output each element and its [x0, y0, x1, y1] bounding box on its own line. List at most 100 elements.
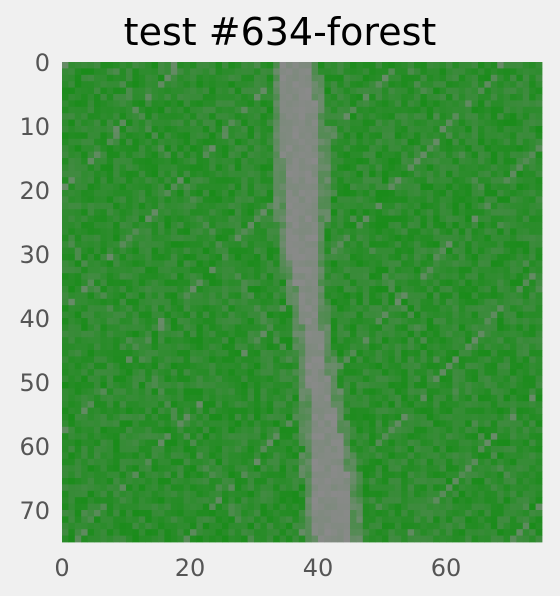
heatmap-cell	[343, 350, 351, 357]
heatmap-cell	[362, 170, 370, 178]
heatmap-cell	[337, 324, 344, 332]
heatmap-cell	[183, 241, 191, 248]
heatmap-cell	[337, 433, 344, 440]
heatmap-cell	[74, 484, 82, 492]
heatmap-cell	[522, 100, 530, 108]
heatmap-cell	[177, 74, 184, 82]
heatmap-cell	[401, 286, 408, 293]
heatmap-cell	[177, 113, 184, 120]
heatmap-cell	[446, 356, 453, 364]
heatmap-cell	[279, 266, 287, 274]
heatmap-cell	[497, 132, 504, 140]
heatmap-cell	[266, 126, 274, 133]
heatmap-cell	[209, 394, 216, 402]
heatmap-cell	[138, 215, 146, 223]
heatmap-cell	[420, 337, 428, 344]
heatmap-cell	[138, 119, 146, 127]
heatmap-cell	[388, 260, 396, 268]
heatmap-cell	[330, 247, 338, 255]
heatmap-cell	[516, 62, 524, 69]
heatmap-cell	[68, 292, 76, 300]
heatmap-cell	[113, 234, 120, 242]
heatmap-cell	[490, 170, 498, 178]
heatmap-cell	[439, 100, 447, 108]
heatmap-cell	[375, 439, 383, 447]
heatmap-cell	[350, 369, 357, 376]
heatmap-cell	[87, 254, 95, 261]
heatmap-cell	[94, 209, 101, 216]
heatmap-cell	[209, 305, 216, 312]
heatmap-cell	[414, 202, 421, 210]
heatmap-cell	[458, 471, 466, 479]
heatmap-cell	[87, 279, 95, 287]
heatmap-cell	[510, 401, 517, 408]
heatmap-cell	[311, 362, 319, 370]
heatmap-cell	[190, 458, 197, 466]
heatmap-cell	[465, 439, 472, 447]
heatmap-cell	[375, 286, 383, 293]
heatmap-cell	[433, 177, 440, 184]
heatmap-cell	[279, 126, 287, 133]
heatmap-cell	[132, 426, 140, 434]
heatmap-cell	[196, 164, 204, 172]
heatmap-cell	[420, 164, 428, 172]
heatmap-cell	[106, 439, 114, 447]
heatmap-cell	[183, 465, 191, 472]
heatmap-cell	[62, 362, 69, 370]
heatmap-cell	[266, 87, 274, 95]
heatmap-cell	[126, 318, 133, 325]
heatmap-cell	[145, 215, 152, 223]
heatmap-cell	[343, 126, 351, 133]
heatmap-cell	[535, 100, 543, 108]
heatmap-cell	[196, 446, 204, 453]
heatmap-cell	[138, 202, 146, 210]
heatmap-cell	[529, 478, 536, 485]
heatmap-cell	[362, 254, 370, 261]
heatmap-cell	[529, 113, 536, 120]
heatmap-cell	[337, 126, 344, 133]
heatmap-cell	[279, 465, 287, 472]
heatmap-cell	[138, 439, 146, 447]
heatmap-cell	[273, 446, 280, 453]
heatmap-cell	[87, 170, 95, 178]
heatmap-cell	[260, 164, 268, 172]
heatmap-cell	[497, 279, 504, 287]
heatmap-cell	[324, 126, 332, 133]
heatmap-cell	[497, 330, 504, 338]
heatmap-cell	[266, 458, 274, 466]
heatmap-cell	[529, 420, 536, 428]
heatmap-cell	[183, 337, 191, 344]
heatmap-cell	[241, 138, 248, 146]
heatmap-cell	[87, 369, 95, 376]
heatmap-cell	[158, 247, 165, 255]
heatmap-cell	[465, 414, 472, 421]
heatmap-cell	[439, 458, 447, 466]
heatmap-cell	[81, 202, 88, 210]
heatmap-cell	[94, 74, 101, 82]
heatmap-cell	[158, 170, 165, 178]
heatmap-cell	[145, 452, 152, 460]
heatmap-cell	[394, 196, 402, 204]
heatmap-cell	[228, 433, 236, 440]
heatmap-cell	[164, 478, 172, 485]
heatmap-cell	[164, 394, 172, 402]
heatmap-cell	[170, 113, 178, 120]
heatmap-cell	[522, 273, 530, 280]
heatmap-cell	[311, 254, 319, 261]
heatmap-cell	[529, 273, 536, 280]
heatmap-cell	[234, 318, 242, 325]
heatmap-cell	[81, 407, 88, 415]
heatmap-cell	[196, 100, 204, 108]
heatmap-cell	[529, 94, 536, 101]
heatmap-cell	[465, 266, 472, 274]
heatmap-cell	[113, 151, 120, 159]
heatmap-cell	[241, 106, 248, 114]
heatmap-cell	[407, 433, 415, 440]
heatmap-cell	[170, 311, 178, 319]
heatmap-cell	[426, 170, 434, 178]
heatmap-cell	[490, 337, 498, 344]
heatmap-cell	[382, 446, 389, 453]
heatmap-cell	[62, 298, 69, 306]
heatmap-cell	[254, 100, 261, 108]
heatmap-cell	[394, 318, 402, 325]
